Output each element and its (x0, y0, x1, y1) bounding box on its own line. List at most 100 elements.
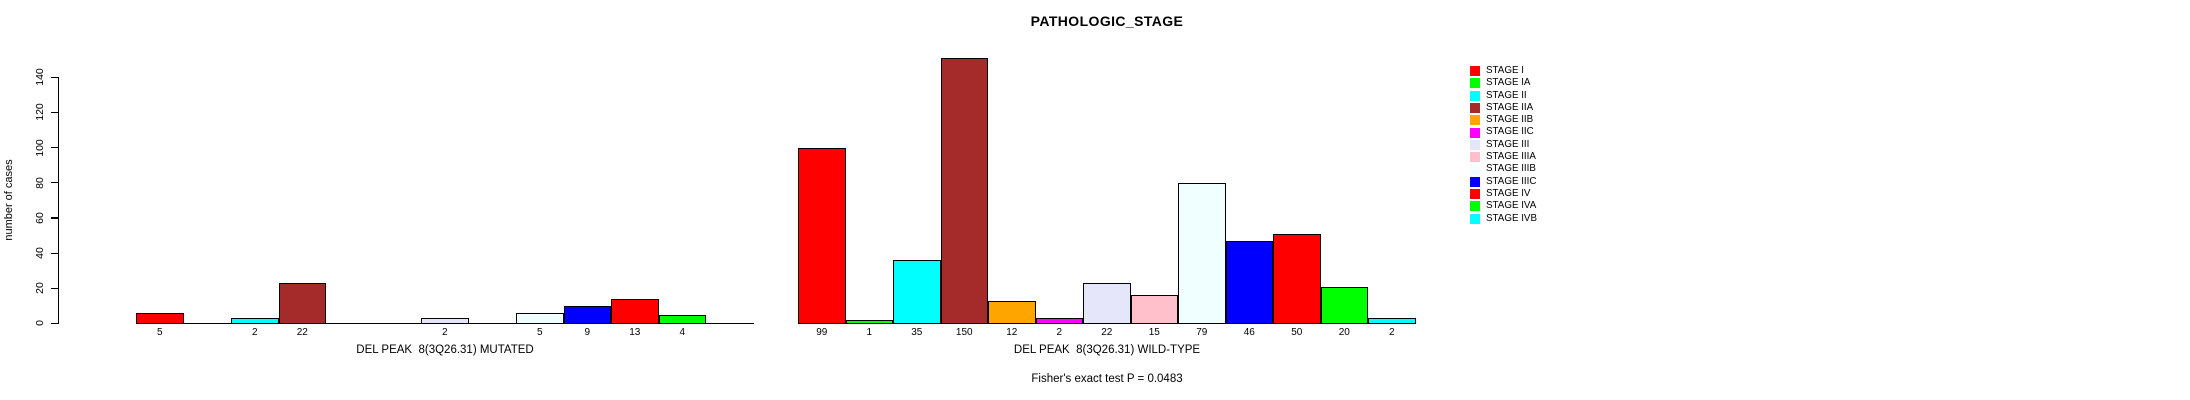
legend-label: STAGE II (1486, 89, 1527, 101)
y-tick (50, 76, 58, 78)
legend-label: STAGE IVA (1486, 200, 1537, 212)
bar-value-label: 99 (816, 327, 828, 338)
y-tick (50, 322, 58, 324)
bar-mutated-stage-iii (421, 318, 469, 324)
legend-swatch (1470, 164, 1480, 175)
bar-value-label: 22 (296, 327, 308, 338)
legend: STAGE I STAGE IA STAGE II STAGE IIA STAGE II… (1470, 65, 1537, 226)
legend-swatch (1470, 90, 1480, 101)
y-tick (50, 147, 58, 149)
chart-title: PATHOLOGIC_STAGE (1030, 13, 1184, 29)
legend-label: STAGE I (1486, 65, 1524, 76)
legend-item: STAGE I (1470, 65, 1537, 77)
x-axis-label-wild-type: DEL PEAK 8(3Q26.31) WILD-TYPE (1013, 344, 1201, 356)
legend-item: STAGE IVA (1470, 200, 1537, 212)
bar-wild-type-stage-iic (1035, 318, 1083, 324)
bar-value-label: 2 (441, 327, 448, 338)
legend-label: STAGE IA (1486, 77, 1531, 89)
legend-label: STAGE III (1486, 138, 1530, 150)
y-tick-label: 0 (34, 320, 46, 327)
bar-value-label: 2 (251, 327, 258, 338)
bar-value-label: 2 (1056, 327, 1063, 338)
bar-value-label: 79 (1196, 327, 1208, 338)
bar-wild-type-stage-ii (893, 260, 941, 324)
bar-value-label: 5 (536, 327, 543, 338)
bar-mutated-stage-iva (658, 314, 706, 324)
bar-value-label: 13 (629, 327, 641, 338)
bar-value-label: 20 (1338, 327, 1350, 338)
legend-label: STAGE IIIC (1486, 175, 1537, 187)
y-tick (50, 287, 58, 289)
legend-label: STAGE IV (1486, 187, 1531, 199)
legend-item: STAGE IIIB (1470, 163, 1537, 175)
y-axis-label-wrapper: number of cases (2, 150, 16, 250)
bar-value-label: 150 (955, 327, 973, 338)
y-tick (50, 111, 58, 114)
legend-item: STAGE IIIC (1470, 175, 1537, 187)
bar-wild-type-stage-iiia (1130, 295, 1178, 324)
bar-wild-type-stage-iia (940, 58, 988, 324)
y-tick-label: 80 (34, 176, 46, 189)
legend-label: STAGE IIIA (1486, 151, 1536, 163)
legend-swatch (1470, 78, 1480, 89)
bar-mutated-stage-ii (231, 318, 279, 324)
legend-item: STAGE IIA (1470, 101, 1537, 114)
bar-mutated-stage-i (136, 313, 184, 324)
legend-item: STAGE IVB (1470, 213, 1537, 224)
y-tick-label: 60 (34, 212, 46, 224)
legend-swatch (1470, 139, 1480, 150)
bar-wild-type-stage-iva (1320, 286, 1368, 324)
bar-mutated-stage-iia (278, 283, 326, 324)
legend-swatch (1470, 176, 1480, 187)
bar-wild-type-stage-iii (1083, 283, 1131, 324)
y-tick-label: 120 (34, 103, 46, 122)
bar-value-label: 12 (1006, 327, 1018, 338)
bar-value-label: 15 (1148, 327, 1160, 338)
bar-mutated-stage-iv (611, 298, 659, 324)
legend-item: STAGE IV (1470, 187, 1537, 200)
legend-item: STAGE IIB (1470, 114, 1537, 126)
bar-value-label: 5 (156, 327, 163, 338)
legend-label: STAGE IIC (1486, 126, 1534, 138)
bar-wild-type-stage-ivb (1368, 318, 1416, 324)
bar-value-label: 46 (1243, 327, 1255, 338)
bar-wild-type-stage-ia (845, 320, 893, 324)
y-tick-label: 20 (34, 282, 46, 294)
bar-value-label: 9 (584, 327, 591, 338)
legend-swatch (1470, 66, 1480, 77)
bar-value-label: 4 (679, 327, 686, 338)
bar-value-label: 22 (1101, 327, 1113, 338)
legend-item: STAGE IIIA (1470, 151, 1537, 163)
y-tick (50, 182, 58, 184)
bar-value-label: 35 (911, 327, 923, 338)
legend-swatch (1470, 213, 1480, 224)
legend-label: STAGE IIA (1486, 101, 1534, 113)
bar-mutated-stage-iiib (516, 313, 564, 324)
legend-item: STAGE III (1470, 138, 1537, 150)
y-tick (50, 252, 58, 254)
legend-item: STAGE IA (1470, 77, 1537, 89)
legend-swatch (1470, 201, 1480, 212)
y-axis-line (57, 76, 59, 324)
bar-mutated-stage-iiic (563, 305, 611, 324)
bar-wild-type-stage-iiib (1178, 182, 1226, 324)
legend-swatch (1470, 152, 1480, 163)
bar-value-label: 50 (1291, 327, 1303, 338)
y-tick-label: 40 (34, 247, 46, 259)
legend-swatch (1470, 115, 1480, 126)
bar-value-label: 2 (1388, 327, 1395, 338)
legend-swatch (1470, 103, 1480, 114)
y-tick-label: 100 (34, 138, 46, 157)
legend-label: STAGE IIB (1486, 114, 1534, 126)
bar-wild-type-stage-iiic (1225, 240, 1273, 324)
y-axis-label: number of cases (3, 159, 15, 241)
y-tick-label: 140 (34, 68, 46, 87)
x-axis-label-mutated: DEL PEAK 8(3Q26.31) MUTATED (356, 344, 534, 356)
bar-value-label: 1 (866, 327, 873, 338)
legend-item: STAGE II (1470, 89, 1537, 101)
legend-label: STAGE IIIB (1486, 163, 1536, 175)
bar-wild-type-stage-i (798, 147, 846, 324)
bar-wild-type-stage-iib (988, 300, 1036, 324)
fisher-test-annotation: Fisher's exact test P = 0.0483 (1031, 373, 1183, 385)
